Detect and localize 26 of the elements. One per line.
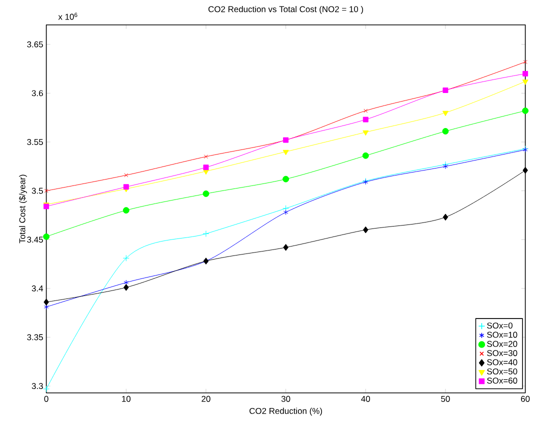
text: x 10$^{6}$: [58, 12, 78, 20]
legend-label: SOx=30: [487, 350, 518, 356]
y-tick-label: 3.55: [27, 139, 43, 145]
y-tick-label: 3.4: [32, 285, 44, 292]
legend-label: SOx=60: [487, 378, 518, 384]
chart-title: CO2 Reduction vs Total Cost (NO2 = 10 ): [208, 6, 364, 14]
legend-label: SOx=0: [487, 322, 512, 329]
x-axis-title: CO2 Reduction (%): [250, 408, 322, 416]
y-axis-title: Total Cost ($/year): [18, 174, 27, 244]
y-tick-label: 3.65: [27, 41, 43, 48]
y-tick-label: 3.35: [27, 334, 43, 340]
legend-label: SOx=50: [487, 368, 518, 374]
x-tick-label: 20: [202, 396, 210, 402]
x-tick-label: 50: [441, 396, 450, 402]
x-tick-label: 40: [361, 396, 370, 402]
y-tick-label: 3.45: [27, 236, 43, 243]
y-tick-label: 3.6: [32, 90, 43, 96]
x-tick-label: 30: [281, 396, 290, 402]
legend-label: SOx=40: [487, 359, 518, 366]
y-tick-label: 3.3: [32, 383, 43, 390]
legend-label: SOx=20: [487, 340, 518, 347]
x-tick-label: 10: [122, 396, 131, 402]
x-tick-label: 60: [521, 396, 530, 402]
legend-label: SOx=10: [487, 332, 518, 338]
y-tick-label: 3.5: [32, 188, 43, 194]
x-tick-label: 0: [44, 396, 48, 402]
